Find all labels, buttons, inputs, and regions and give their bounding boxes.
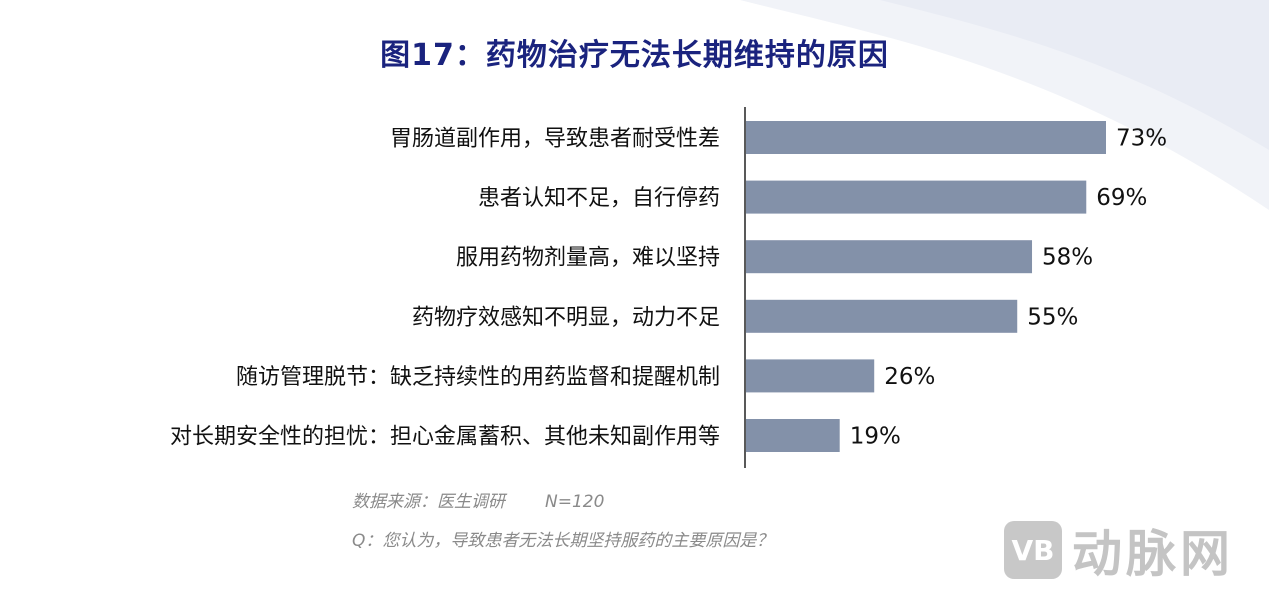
watermark: VB 动脉网 (1004, 520, 1234, 583)
value-label-2: 69% (1096, 185, 1147, 211)
bar-3 (746, 240, 1033, 274)
bar-1 (746, 121, 1106, 154)
bar-5 (746, 359, 875, 393)
category-label-2: 患者认知不足，自行停药 (478, 186, 720, 211)
source-label: 数据来源：医生调研 (352, 492, 505, 512)
bar-6 (746, 419, 840, 452)
value-label-3: 58% (1042, 245, 1093, 271)
value-label-4: 55% (1027, 304, 1078, 330)
bar-2 (746, 180, 1087, 214)
value-label-6: 19% (850, 424, 901, 450)
question-note: Q：您认为，导致患者无法长期坚持服药的主要原因是？ (352, 531, 774, 551)
sample-size: N=120 (545, 492, 605, 512)
watermark-logo-icon: VB (1004, 521, 1062, 579)
chart-title: 图17：药物治疗无法长期维持的原因 (380, 38, 889, 73)
category-label-1: 胃肠道副作用，导致患者耐受性差 (390, 127, 720, 152)
value-label-1: 73% (1116, 126, 1167, 152)
category-label-6: 对长期安全性的担忧：担心金属蓄积、其他未知副作用等 (170, 425, 720, 450)
watermark-text: 动脉网 (1072, 525, 1234, 583)
source-note: 数据来源：医生调研 N=120 (352, 487, 604, 512)
category-label-5: 随访管理脱节：缺乏持续性的用药监督和提醒机制 (236, 365, 720, 390)
bar-4 (746, 299, 1018, 333)
category-label-3: 服用药物剂量高，难以坚持 (456, 246, 720, 271)
value-label-5: 26% (884, 364, 935, 390)
category-label-4: 药物疗效感知不明显，动力不足 (412, 305, 720, 330)
